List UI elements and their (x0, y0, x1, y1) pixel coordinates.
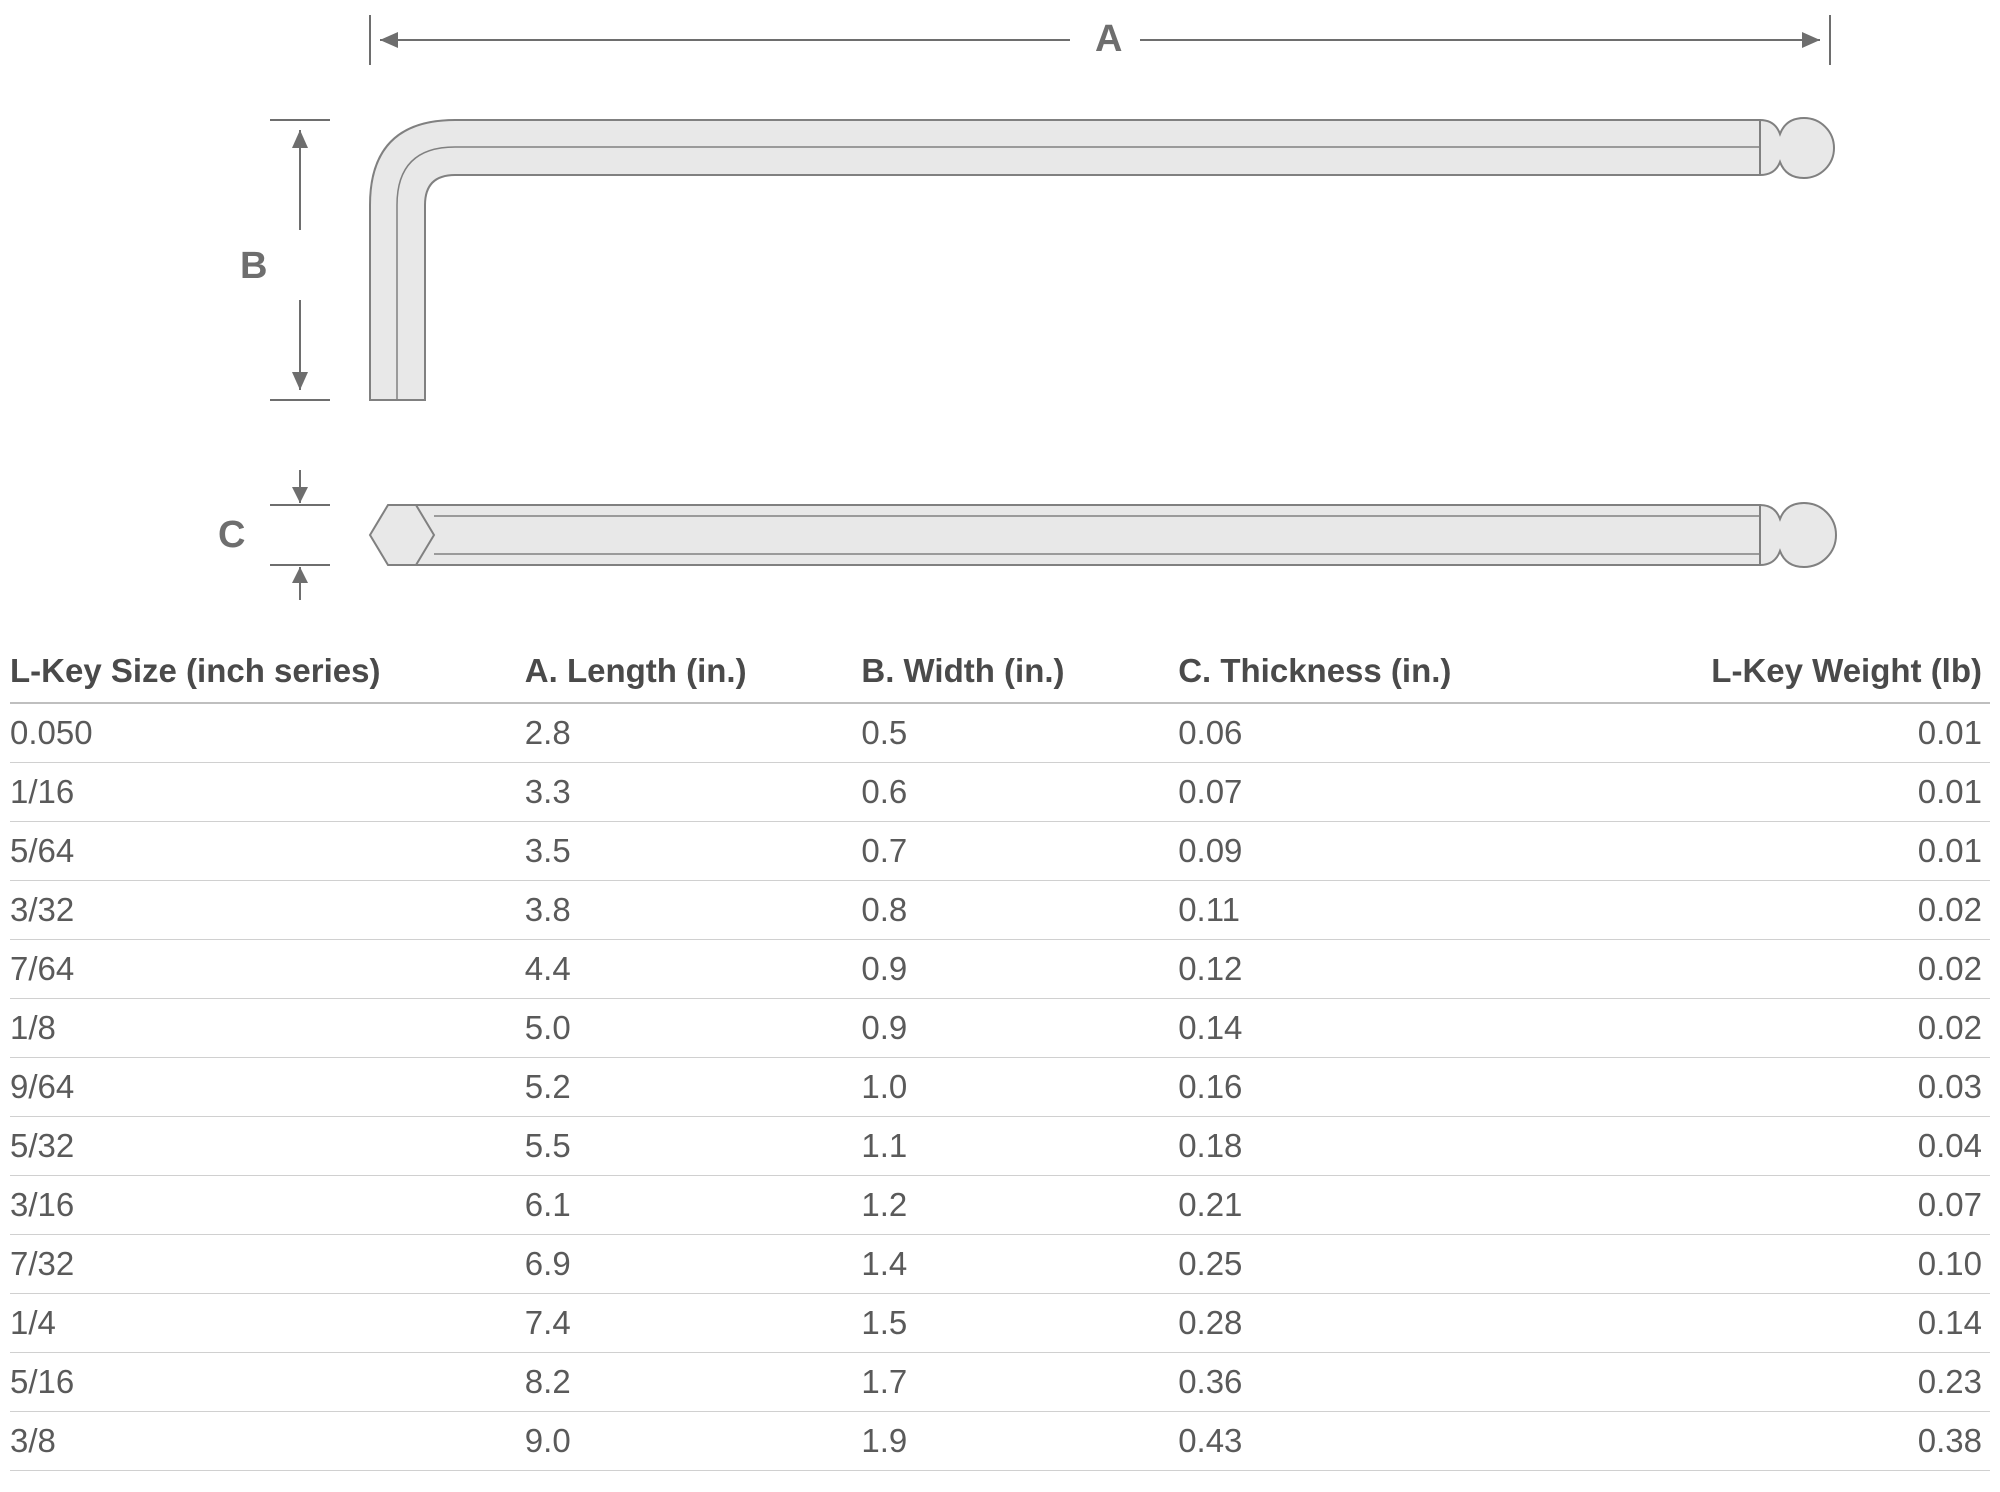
table-cell: 0.23 (1554, 1353, 1990, 1412)
table-cell: 0.16 (1178, 1058, 1554, 1117)
table-row: 5/325.51.10.180.04 (10, 1117, 1990, 1176)
table-row: 0.0502.80.50.060.01 (10, 703, 1990, 763)
table-body: 0.0502.80.50.060.011/163.30.60.070.015/6… (10, 703, 1990, 1471)
table-cell: 5.0 (525, 999, 862, 1058)
spec-table-container: L-Key Size (inch series) A. Length (in.)… (0, 640, 2000, 1471)
col-header-thick: C. Thickness (in.) (1178, 640, 1554, 703)
table-cell: 0.9 (861, 999, 1178, 1058)
spec-table: L-Key Size (inch series) A. Length (in.)… (10, 640, 1990, 1471)
table-cell: 6.1 (525, 1176, 862, 1235)
table-cell: 0.18 (1178, 1117, 1554, 1176)
table-cell: 0.04 (1554, 1117, 1990, 1176)
table-row: 9/645.21.00.160.03 (10, 1058, 1990, 1117)
table-row: 7/326.91.40.250.10 (10, 1235, 1990, 1294)
table-cell: 0.03 (1554, 1058, 1990, 1117)
table-cell: 0.36 (1178, 1353, 1554, 1412)
table-cell: 0.5 (861, 703, 1178, 763)
table-cell: 5/16 (10, 1353, 525, 1412)
table-cell: 1.9 (861, 1412, 1178, 1471)
table-row: 5/168.21.70.360.23 (10, 1353, 1990, 1412)
table-cell: 0.11 (1178, 881, 1554, 940)
table-cell: 7.4 (525, 1294, 862, 1353)
col-header-length: A. Length (in.) (525, 640, 862, 703)
table-cell: 3/16 (10, 1176, 525, 1235)
table-cell: 9/64 (10, 1058, 525, 1117)
table-cell: 6.9 (525, 1235, 862, 1294)
page: A B C L-Key Size (inch series) A. Length… (0, 0, 2000, 1471)
table-cell: 0.43 (1178, 1412, 1554, 1471)
table-row: 3/166.11.20.210.07 (10, 1176, 1990, 1235)
table-cell: 0.02 (1554, 881, 1990, 940)
table-cell: 1/4 (10, 1294, 525, 1353)
table-cell: 0.050 (10, 703, 525, 763)
diagram: A B C (0, 0, 2000, 640)
table-cell: 1.4 (861, 1235, 1178, 1294)
dim-label-a: A (1095, 18, 1122, 61)
table-cell: 0.38 (1554, 1412, 1990, 1471)
diagram-svg (0, 0, 2000, 640)
table-cell: 7/64 (10, 940, 525, 999)
table-cell: 1.2 (861, 1176, 1178, 1235)
table-cell: 0.09 (1178, 822, 1554, 881)
col-header-width: B. Width (in.) (861, 640, 1178, 703)
table-cell: 2.8 (525, 703, 862, 763)
table-cell: 0.12 (1178, 940, 1554, 999)
table-cell: 0.07 (1554, 1176, 1990, 1235)
table-row: 3/89.01.90.430.38 (10, 1412, 1990, 1471)
table-cell: 0.01 (1554, 822, 1990, 881)
table-cell: 9.0 (525, 1412, 862, 1471)
table-cell: 1.1 (861, 1117, 1178, 1176)
table-cell: 1/8 (10, 999, 525, 1058)
table-cell: 3/32 (10, 881, 525, 940)
table-cell: 0.8 (861, 881, 1178, 940)
table-cell: 4.4 (525, 940, 862, 999)
table-row: 1/85.00.90.140.02 (10, 999, 1990, 1058)
table-cell: 0.14 (1178, 999, 1554, 1058)
dim-label-c: C (218, 514, 245, 557)
table-cell: 7/32 (10, 1235, 525, 1294)
table-cell: 0.10 (1554, 1235, 1990, 1294)
table-cell: 0.01 (1554, 763, 1990, 822)
table-cell: 0.9 (861, 940, 1178, 999)
table-cell: 5/32 (10, 1117, 525, 1176)
table-cell: 3.8 (525, 881, 862, 940)
col-header-weight: L-Key Weight (lb) (1554, 640, 1990, 703)
table-cell: 1.5 (861, 1294, 1178, 1353)
dim-label-b: B (240, 245, 267, 288)
table-cell: 3.5 (525, 822, 862, 881)
table-cell: 0.02 (1554, 940, 1990, 999)
table-row: 5/643.50.70.090.01 (10, 822, 1990, 881)
table-cell: 5/64 (10, 822, 525, 881)
table-cell: 0.01 (1554, 703, 1990, 763)
col-header-size: L-Key Size (inch series) (10, 640, 525, 703)
table-cell: 0.06 (1178, 703, 1554, 763)
table-cell: 5.5 (525, 1117, 862, 1176)
table-cell: 0.7 (861, 822, 1178, 881)
table-header-row: L-Key Size (inch series) A. Length (in.)… (10, 640, 1990, 703)
table-cell: 0.28 (1178, 1294, 1554, 1353)
table-cell: 3/8 (10, 1412, 525, 1471)
table-row: 1/47.41.50.280.14 (10, 1294, 1990, 1353)
table-cell: 0.6 (861, 763, 1178, 822)
table-cell: 0.02 (1554, 999, 1990, 1058)
table-cell: 8.2 (525, 1353, 862, 1412)
table-cell: 1.0 (861, 1058, 1178, 1117)
table-cell: 0.14 (1554, 1294, 1990, 1353)
table-cell: 0.07 (1178, 763, 1554, 822)
table-cell: 0.21 (1178, 1176, 1554, 1235)
table-row: 3/323.80.80.110.02 (10, 881, 1990, 940)
table-row: 1/163.30.60.070.01 (10, 763, 1990, 822)
table-cell: 5.2 (525, 1058, 862, 1117)
table-cell: 1.7 (861, 1353, 1178, 1412)
table-row: 7/644.40.90.120.02 (10, 940, 1990, 999)
table-cell: 3.3 (525, 763, 862, 822)
table-cell: 1/16 (10, 763, 525, 822)
table-cell: 0.25 (1178, 1235, 1554, 1294)
